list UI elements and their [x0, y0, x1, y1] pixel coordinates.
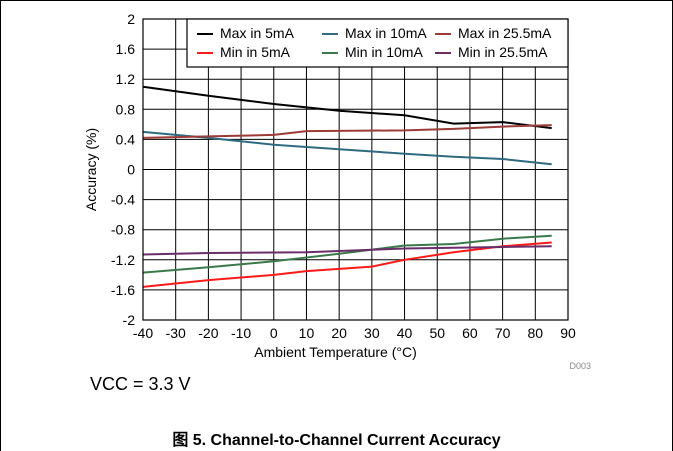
- x-tick-label: 90: [560, 325, 576, 341]
- x-tick-label: -30: [166, 325, 186, 341]
- x-tick-label: 0: [270, 325, 278, 341]
- series-line-1: [142, 85, 552, 130]
- x-tick-label: 20: [331, 325, 347, 341]
- y-tick-label: 0.4: [116, 131, 136, 147]
- vcc-note: VCC = 3.3 V: [90, 374, 191, 394]
- legend-entry: Max in 5mA: [220, 25, 295, 41]
- series-line-5: [142, 234, 552, 274]
- y-tick-label: -0.8: [111, 222, 135, 238]
- y-tick-label: 1.6: [116, 41, 136, 57]
- legend: Max in 5mA Max in 10mA Max in 25.5mA Min in…: [186, 18, 569, 68]
- frame-top-border: [0, 0, 673, 1]
- series-line-3: [142, 124, 552, 139]
- legend-entry: Max in 25.5mA: [458, 25, 552, 41]
- y-tick-label: -1.2: [111, 252, 135, 268]
- x-tick-label: -40: [133, 325, 153, 341]
- x-tick-label: 40: [397, 325, 413, 341]
- x-tick-label: -20: [198, 325, 218, 341]
- accuracy-line-chart: -40 -30 -20 -10 0 10 20 30 40 50 60 70 80 9021.61.20.…: [83, 11, 591, 370]
- axis-labels: Ambient Temperature (°C) Accuracy (%) D003: [83, 128, 591, 370]
- x-tick-label: 80: [528, 325, 544, 341]
- x-tick-label: 60: [462, 325, 478, 341]
- legend-box: [186, 18, 569, 68]
- y-tick-label: -1.6: [111, 282, 135, 298]
- grid-lines: [142, 18, 569, 321]
- series-line-2: [142, 130, 552, 166]
- series-line-6: [142, 245, 552, 256]
- series-lines: [142, 85, 552, 288]
- y-tick-label: 0.8: [116, 101, 136, 117]
- x-tick-label: 50: [429, 325, 445, 341]
- x-tick-label: 70: [495, 325, 511, 341]
- y-axis-title: Accuracy (%): [83, 128, 99, 211]
- legend-entry: Max in 10mA: [345, 25, 427, 41]
- x-tick-label: -10: [231, 325, 251, 341]
- x-tick-label: 30: [364, 325, 380, 341]
- y-tick-label: 2: [127, 11, 135, 27]
- series-line-4: [142, 241, 552, 288]
- legend-entry: Min in 25.5mA: [458, 44, 548, 60]
- y-tick-label: 0: [127, 162, 135, 178]
- x-tick-label: 10: [299, 325, 315, 341]
- y-tick-label: 1.2: [116, 71, 136, 87]
- chart-id-label: D003: [569, 361, 591, 370]
- legend-entry: Min in 10mA: [345, 44, 423, 60]
- axes: -40 -30 -20 -10 0 10 20 30 40 50 60 70 80 9021.61.20.…: [111, 11, 576, 341]
- x-axis-title: Ambient Temperature (°C): [254, 344, 417, 360]
- figure-caption: 图 5. Channel-to-Channel Current Accuracy: [172, 432, 501, 449]
- frame-left-border: [0, 0, 1, 451]
- y-tick-label: -2: [123, 312, 136, 328]
- legend-entry: Min in 5mA: [220, 44, 291, 60]
- y-tick-label: -0.4: [111, 192, 135, 208]
